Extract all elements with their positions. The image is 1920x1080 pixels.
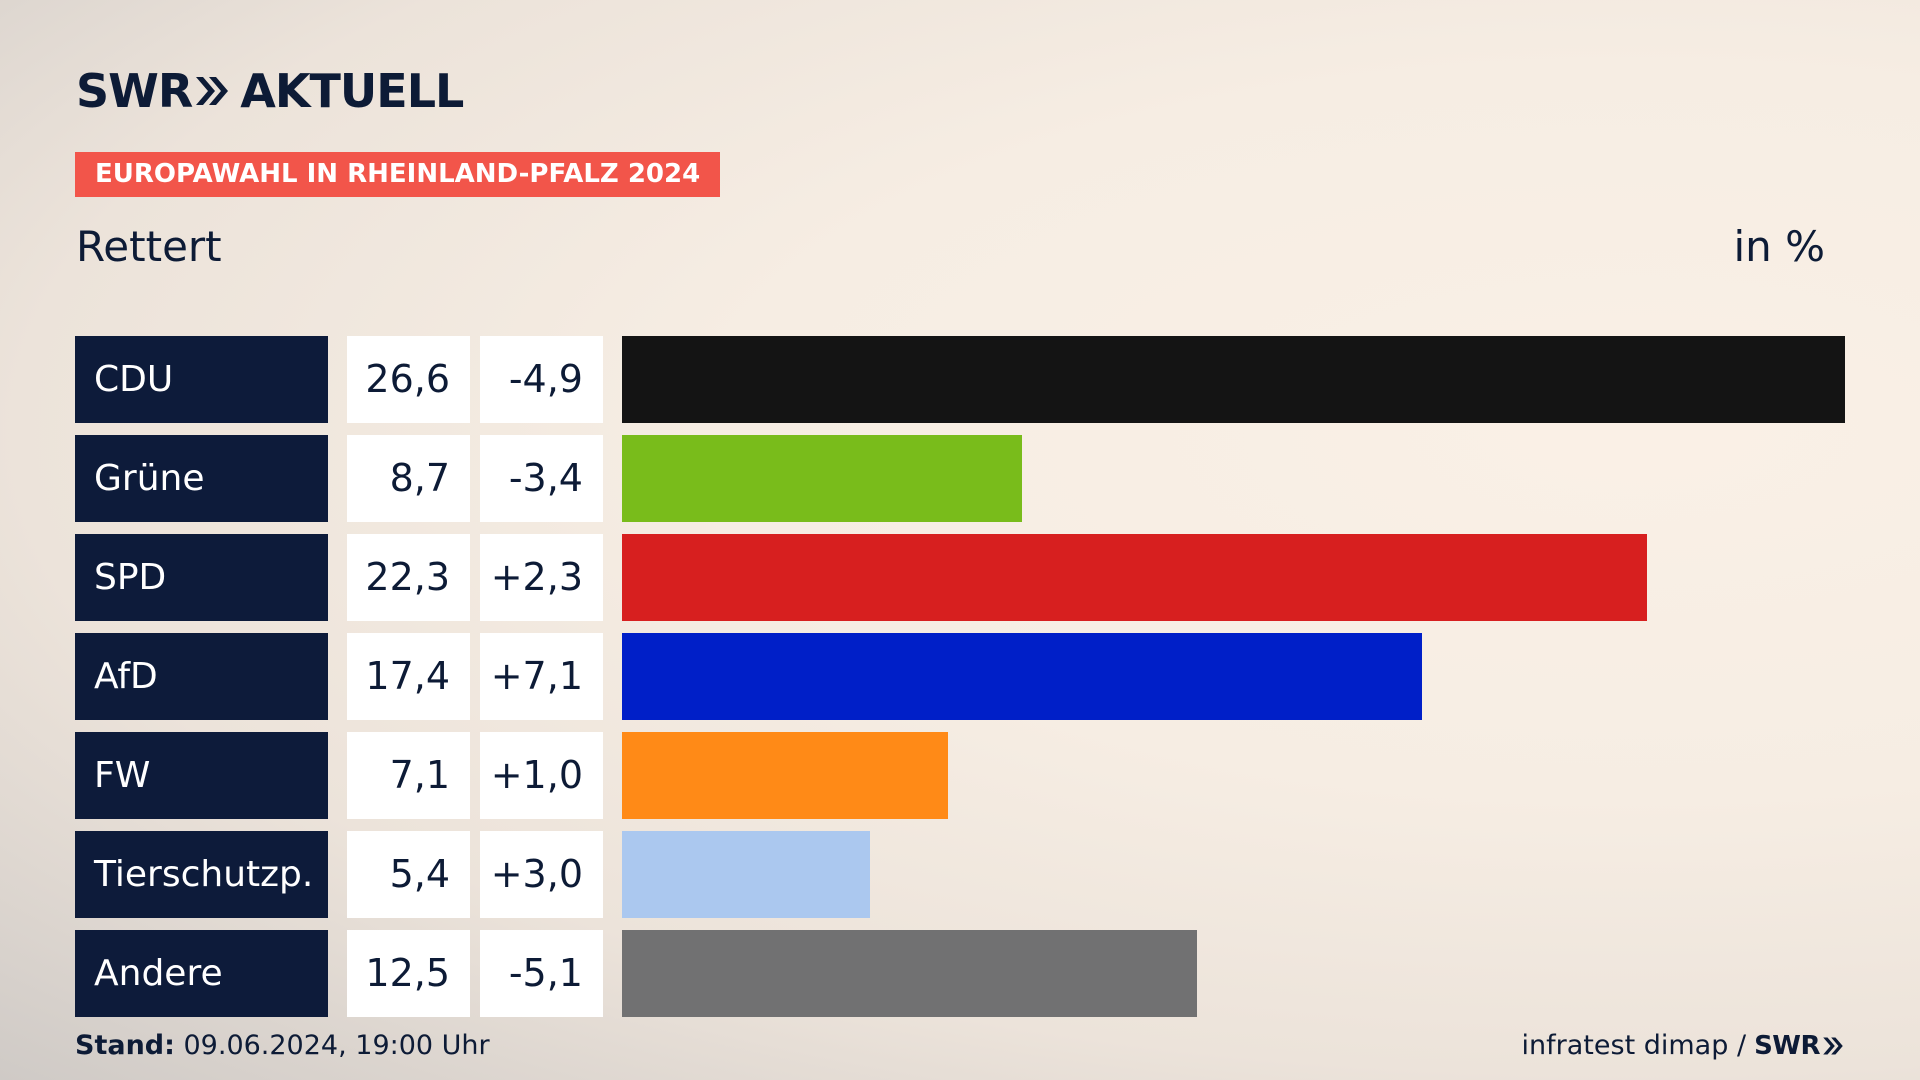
result-bar [622,930,1197,1017]
party-row: Grüne 8,7 -3,4 [75,435,1845,522]
stand-value: 09.06.2024, 19:00 Uhr [174,1030,490,1061]
vote-change: -4,9 [480,336,603,423]
unit-label: in % [1733,222,1825,271]
vote-share: 8,7 [347,435,470,522]
source-brand: SWR [1754,1031,1844,1061]
party-label: Tierschutzp. [75,831,328,918]
results-chart: CDU 26,6 -4,9 Grüne 8,7 -3,4 SPD 22,3 +2,3 AfD 17,… [75,336,1845,1017]
timestamp: Stand: 09.06.2024, 19:00 Uhr [75,1030,490,1061]
result-bar [622,732,948,819]
vote-change: +2,3 [480,534,603,621]
vote-share: 17,4 [347,633,470,720]
vote-share: 22,3 [347,534,470,621]
source-brand-text: SWR [1754,1030,1820,1061]
result-bar [622,831,870,918]
party-label: FW [75,732,328,819]
vote-change: -5,1 [480,930,603,1017]
region-title: Rettert [76,222,222,271]
party-row: FW 7,1 +1,0 [75,732,1845,819]
party-label: Andere [75,930,328,1017]
result-bar [622,336,1845,423]
result-bar [622,534,1647,621]
party-label: Grüne [75,435,328,522]
source-text: infratest dimap / [1521,1030,1747,1061]
result-bar [622,633,1422,720]
vote-share: 26,6 [347,336,470,423]
logo-aktuell-text: AKTUELL [240,64,464,118]
party-label: CDU [75,336,328,423]
party-label: SPD [75,534,328,621]
vote-change: +7,1 [480,633,603,720]
vote-share: 7,1 [347,732,470,819]
vote-change: +3,0 [480,831,603,918]
party-row: AfD 17,4 +7,1 [75,633,1845,720]
small-double-chevron-icon [1823,1036,1843,1055]
party-label: AfD [75,633,328,720]
swr-aktuell-logo: SWR AKTUELL [76,64,464,118]
double-chevron-icon [194,74,230,108]
source-credit: infratest dimap / SWR [1522,1030,1844,1061]
party-row: CDU 26,6 -4,9 [75,336,1845,423]
party-row: SPD 22,3 +2,3 [75,534,1845,621]
stand-label: Stand: [75,1030,175,1061]
result-bar [622,435,1022,522]
vote-share: 12,5 [347,930,470,1017]
party-row: Tierschutzp. 5,4 +3,0 [75,831,1845,918]
vote-change: +1,0 [480,732,603,819]
logo-swr-text: SWR [76,64,193,118]
vote-share: 5,4 [347,831,470,918]
vote-change: -3,4 [480,435,603,522]
election-badge: EUROPAWAHL IN RHEINLAND-PFALZ 2024 [75,152,721,197]
party-row: Andere 12,5 -5,1 [75,930,1845,1017]
